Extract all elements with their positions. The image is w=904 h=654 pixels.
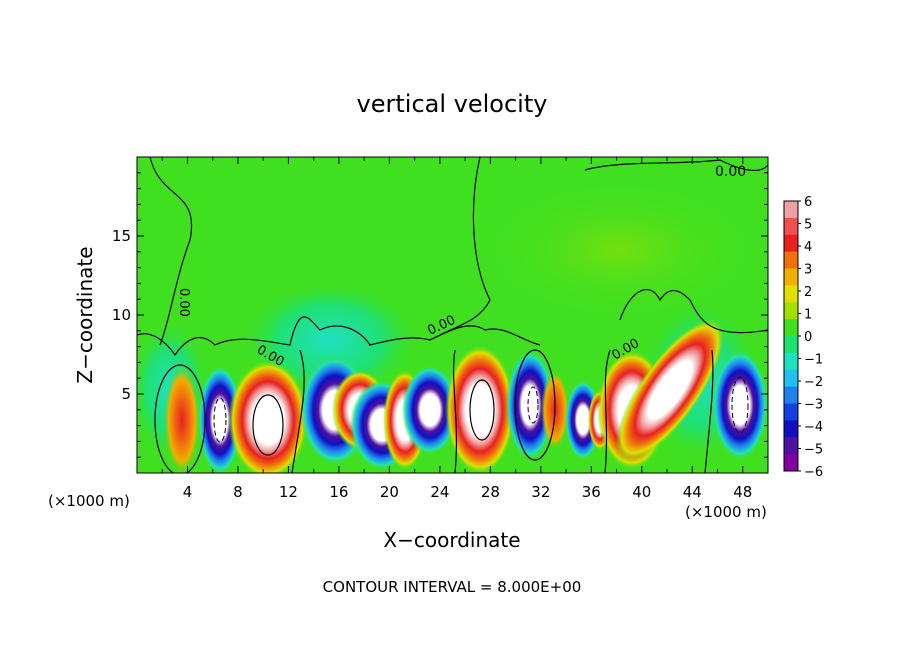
y-tick-label-0: 5: [121, 385, 131, 403]
x-axis-label: X−coordinate: [383, 528, 520, 552]
colorbar-segment-15: [784, 454, 798, 472]
y-ticks: 5 10 15: [112, 172, 768, 458]
colorbar-label-7: −1: [804, 353, 823, 368]
heatmap-field: 0.00 0.00 0.00 0.00 0.00: [137, 157, 768, 473]
x-tick-label-11: 48: [733, 483, 752, 501]
colorbar-label-8: −2: [804, 375, 823, 390]
x-tick-label-1: 8: [233, 483, 243, 501]
colorbar-segment-1: [784, 217, 798, 236]
x-tick-label-7: 32: [531, 483, 550, 501]
colorbar: 6 5 4 3 2 1 0 −1 −2 −3 −4 −5 −6: [783, 195, 823, 480]
contour-interval-footer: CONTOUR INTERVAL = 8.000E+00: [323, 578, 582, 596]
downdraft-core-47: [712, 350, 768, 460]
colorbar-label-3: 3: [804, 263, 812, 278]
contour-column-42: [704, 349, 714, 473]
colorbar-label-11: −5: [804, 443, 823, 458]
colorbar-segment-14: [784, 437, 798, 455]
colorbar-segment-5: [784, 285, 798, 303]
colorbar-segment-9: [784, 352, 798, 371]
colorbar-segment-7: [784, 319, 798, 337]
colorbar-label-9: −3: [804, 398, 823, 413]
x-tick-label-5: 24: [430, 483, 449, 501]
y-tick-label-2: 15: [112, 227, 131, 245]
contour-column-26: [452, 349, 458, 473]
contour-negative: [213, 376, 749, 443]
x-ticks: 4 8 12 16 20 24 28 32 36 40 44 48: [161, 157, 752, 501]
downdraft-core-24: [402, 365, 458, 455]
contour-dashed-31: [527, 386, 539, 424]
contour-lines: [137, 157, 768, 473]
updraft-core-10: [228, 360, 308, 473]
contour-column-38: [604, 349, 611, 473]
x-unit-right: (×1000 m): [685, 503, 767, 521]
x-tick-label-3: 16: [329, 483, 348, 501]
contour-zero-middle: [439, 157, 491, 336]
colorbar-label-10: −4: [804, 420, 823, 435]
contour-core-10: [252, 394, 284, 456]
colorbar-segment-8: [784, 336, 798, 354]
contour-zero-left: [137, 316, 541, 357]
contour-cell-4: [154, 364, 206, 473]
x-tick-label-2: 12: [279, 483, 298, 501]
contour-cell-34: [514, 349, 556, 461]
colorbar-segment-4: [784, 268, 798, 286]
colorbar-label-2: 4: [804, 240, 812, 255]
x-tick-label-6: 28: [481, 483, 500, 501]
x-tick-label-8: 36: [582, 483, 601, 501]
contour-dashed-47: [731, 376, 749, 434]
colorbar-segment-10: [784, 369, 798, 388]
colorbar-segment-13: [784, 420, 798, 438]
updraft-left-orange: [164, 365, 200, 473]
contour-core-28: [469, 379, 495, 441]
colorbar-label-6: 0: [804, 330, 812, 345]
contour-dashed-6: [213, 397, 227, 443]
colorbar-label-4: 2: [804, 285, 812, 300]
updraft-tilted-44: [615, 318, 725, 462]
colorbar-segment-2: [784, 234, 798, 253]
colorbar-label-0: 6: [804, 195, 812, 210]
contour-zero-upper: [149, 157, 193, 346]
x-tick-label-9: 40: [632, 483, 651, 501]
upper-lime-band: [480, 180, 760, 320]
chart-title: vertical velocity: [357, 90, 548, 118]
contour-column-12: [291, 349, 305, 473]
colorbar-segment-6: [784, 302, 798, 320]
updraft-core-28: [445, 345, 515, 473]
contour-zero-east: [619, 289, 768, 334]
colorbar-segment-11: [784, 386, 798, 404]
colorbar-segment-3: [784, 251, 798, 269]
y-axis-label: Z−coordinate: [73, 246, 97, 383]
x-tick-label-10: 44: [683, 483, 702, 501]
colorbar-label-12: −6: [804, 465, 823, 480]
colorbar-label-5: 1: [804, 308, 812, 323]
x-unit-left: (×1000 m): [48, 492, 130, 510]
colorbar-segment-0: [784, 201, 798, 219]
downdraft-core-6: [198, 365, 242, 473]
colorbar-label-1: 5: [804, 218, 812, 233]
x-tick-label-0: 4: [183, 483, 193, 501]
y-tick-label-1: 10: [112, 306, 131, 324]
colorbar-segment-12: [784, 403, 798, 421]
contour-zero-right: [584, 159, 768, 172]
contour-label-4: 0.00: [176, 288, 191, 317]
contour-label-0: 0.00: [715, 164, 746, 180]
x-tick-label-4: 20: [380, 483, 399, 501]
